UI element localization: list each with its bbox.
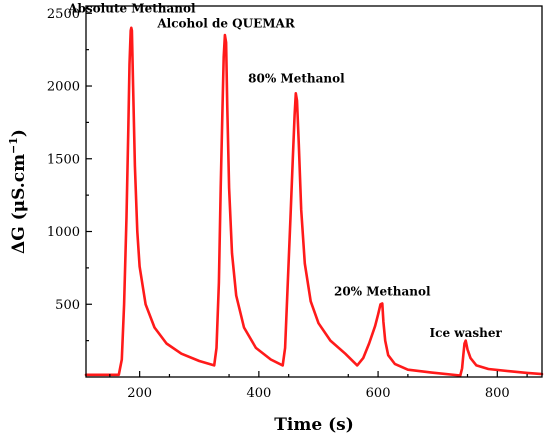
x-tick-label: 600 [366,386,391,401]
y-tick-label: 500 [55,298,80,313]
y-tick-label: 2500 [47,7,80,22]
x-tick-label: 400 [246,386,271,401]
x-axis-title: Time (s) [274,415,354,435]
annotation-label: 80% Methanol [248,72,345,86]
x-tick-label: 800 [485,386,510,401]
axes: 200 400 600 800 500 1000 1500 2000 2500 [47,5,543,401]
series-line-0 [84,26,544,377]
plot-area [84,26,544,377]
annotation-label: Absolute Methanol [67,2,196,16]
x-tick-label: 200 [127,386,152,401]
y-axis-title: ΔG (μS.cm−1) [7,129,29,254]
y-tick-label: 1500 [47,152,80,167]
y-tick-label: 1000 [47,225,80,240]
annotation-label: 20% Methanol [334,285,431,299]
y-tick-label: 2000 [47,80,80,95]
annotation-label: Ice washer [430,326,503,340]
annotation-label: Alcohol de QUEMAR [156,16,296,30]
plot-frame [85,5,543,378]
